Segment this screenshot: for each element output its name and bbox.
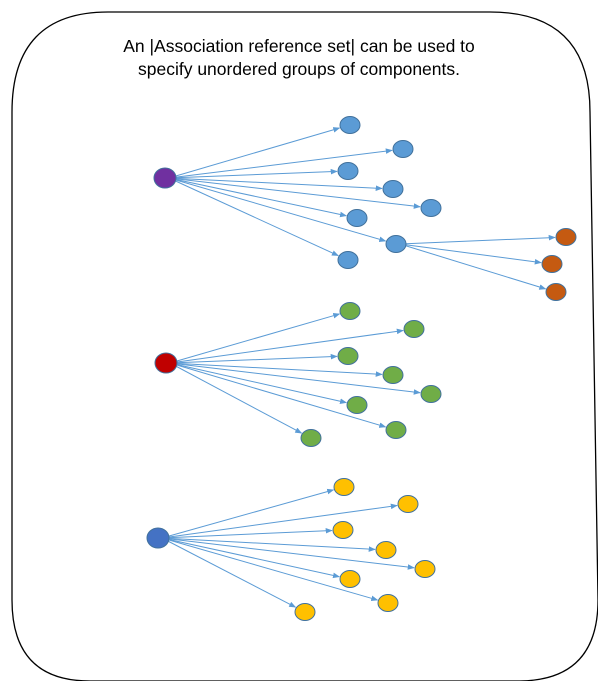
caption: An |Association reference set| can be us… xyxy=(60,35,538,81)
purple-group-child-node xyxy=(337,162,359,180)
red-group-root-node xyxy=(154,352,178,374)
red-group-edge xyxy=(169,362,383,377)
red-group-child-node xyxy=(337,347,359,365)
purple-group-sub-edge xyxy=(399,243,542,265)
purple-group-sub-edge xyxy=(399,243,547,290)
blue-group-child-node xyxy=(397,495,419,513)
purple-group-edge xyxy=(168,177,347,218)
blue-group-child-node xyxy=(333,478,355,496)
purple-group-edge xyxy=(168,127,341,179)
connector-layer xyxy=(161,127,556,608)
purple-group-edge xyxy=(168,177,339,257)
purple-group-root-node xyxy=(153,167,177,189)
purple-group-sub-node xyxy=(545,283,567,301)
purple-group-edge xyxy=(168,177,387,242)
red-group-child-node xyxy=(403,320,425,338)
purple-group-sub-edge xyxy=(399,234,556,245)
caption-line-2: specify unordered groups of components. xyxy=(138,59,460,79)
purple-group-child-node xyxy=(337,251,359,269)
red-group-edge xyxy=(169,362,421,395)
red-group-child-node xyxy=(346,396,368,414)
blue-group-root-node xyxy=(146,527,170,549)
purple-group-edge xyxy=(168,177,421,209)
red-group-edge xyxy=(169,353,338,364)
blue-group-edge xyxy=(161,537,415,570)
red-group-edge xyxy=(169,362,348,405)
purple-group-edge xyxy=(168,168,338,179)
blue-group-edge xyxy=(161,488,335,539)
blue-group-edge xyxy=(161,537,376,552)
rounded-frame xyxy=(11,11,598,681)
purple-group-edge xyxy=(168,148,393,179)
red-group-child-node xyxy=(420,385,442,403)
red-group-child-node xyxy=(300,429,322,447)
red-group-edge xyxy=(169,328,404,364)
purple-group-child-node xyxy=(392,140,414,158)
red-group-edge xyxy=(169,362,387,428)
blue-group-child-node xyxy=(294,603,316,621)
blue-group-child-node xyxy=(332,521,354,539)
purple-group-child-node xyxy=(420,199,442,217)
purple-group-sub-node xyxy=(555,228,577,246)
blue-group-edge xyxy=(161,503,398,539)
purple-group-child-node xyxy=(382,180,404,198)
red-group-child-node xyxy=(382,366,404,384)
node-layer xyxy=(146,116,577,621)
purple-group-sub-node xyxy=(541,255,563,273)
caption-line-1: An |Association reference set| can be us… xyxy=(123,36,475,56)
blue-group-edge xyxy=(161,537,297,608)
purple-group-child-node xyxy=(339,116,361,134)
red-group-child-node xyxy=(385,421,407,439)
blue-group-child-node xyxy=(414,560,436,578)
blue-group-child-node xyxy=(377,594,399,612)
red-group-child-node xyxy=(339,302,361,320)
purple-group-child-node xyxy=(346,209,368,227)
blue-group-edge xyxy=(161,537,379,601)
blue-group-child-node xyxy=(375,541,397,559)
blue-group-child-node xyxy=(339,570,361,588)
purple-group-child-node xyxy=(385,235,407,253)
red-group-edge xyxy=(169,362,303,434)
blue-group-edge xyxy=(161,527,333,539)
blue-group-edge xyxy=(161,537,341,579)
red-group-edge xyxy=(169,313,341,364)
purple-group-edge xyxy=(168,177,383,191)
